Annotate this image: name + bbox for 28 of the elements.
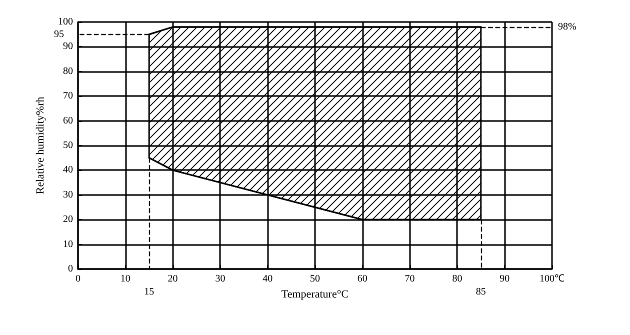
y-tick-label: 70 — [63, 90, 73, 102]
y-tick-label: 100 — [58, 16, 73, 28]
x-tick-label: 90 — [500, 274, 510, 284]
ref-line-label: 95 — [54, 28, 64, 40]
ref-line-label: 85 — [476, 286, 486, 298]
x-tick-label: 50 — [310, 274, 320, 284]
x-tick-label: 10 — [120, 274, 130, 284]
x-tick-label: 80 — [452, 274, 462, 284]
y-tick-label: 30 — [63, 189, 73, 200]
x-tick-label: 60 — [357, 274, 368, 284]
y-tick-label: 40 — [63, 164, 73, 176]
x-axis-title: Temperature°C — [281, 288, 349, 300]
y-tick-label: 80 — [63, 66, 73, 77]
x-tick-label: 0 — [76, 274, 80, 284]
y-tick-label: 50 — [63, 140, 73, 151]
x-tick-label: 100℃ — [540, 274, 564, 284]
x-tick-label: 40 — [262, 274, 273, 284]
y-axis-title: Relative humidity%rh — [34, 96, 46, 194]
y-tick-label: 60 — [63, 115, 73, 126]
ref-line-label: 98% — [558, 21, 576, 32]
y-tick-label: 90 — [63, 41, 73, 52]
x-tick-label: 20 — [168, 274, 178, 284]
x-tick-label: 70 — [404, 274, 415, 284]
y-tick-label: 10 — [63, 238, 73, 250]
ref-line-label: 15 — [144, 286, 154, 298]
y-tick-label: 20 — [63, 214, 73, 226]
x-tick-label: 30 — [215, 274, 226, 284]
y-tick-label: 0 — [68, 264, 73, 274]
